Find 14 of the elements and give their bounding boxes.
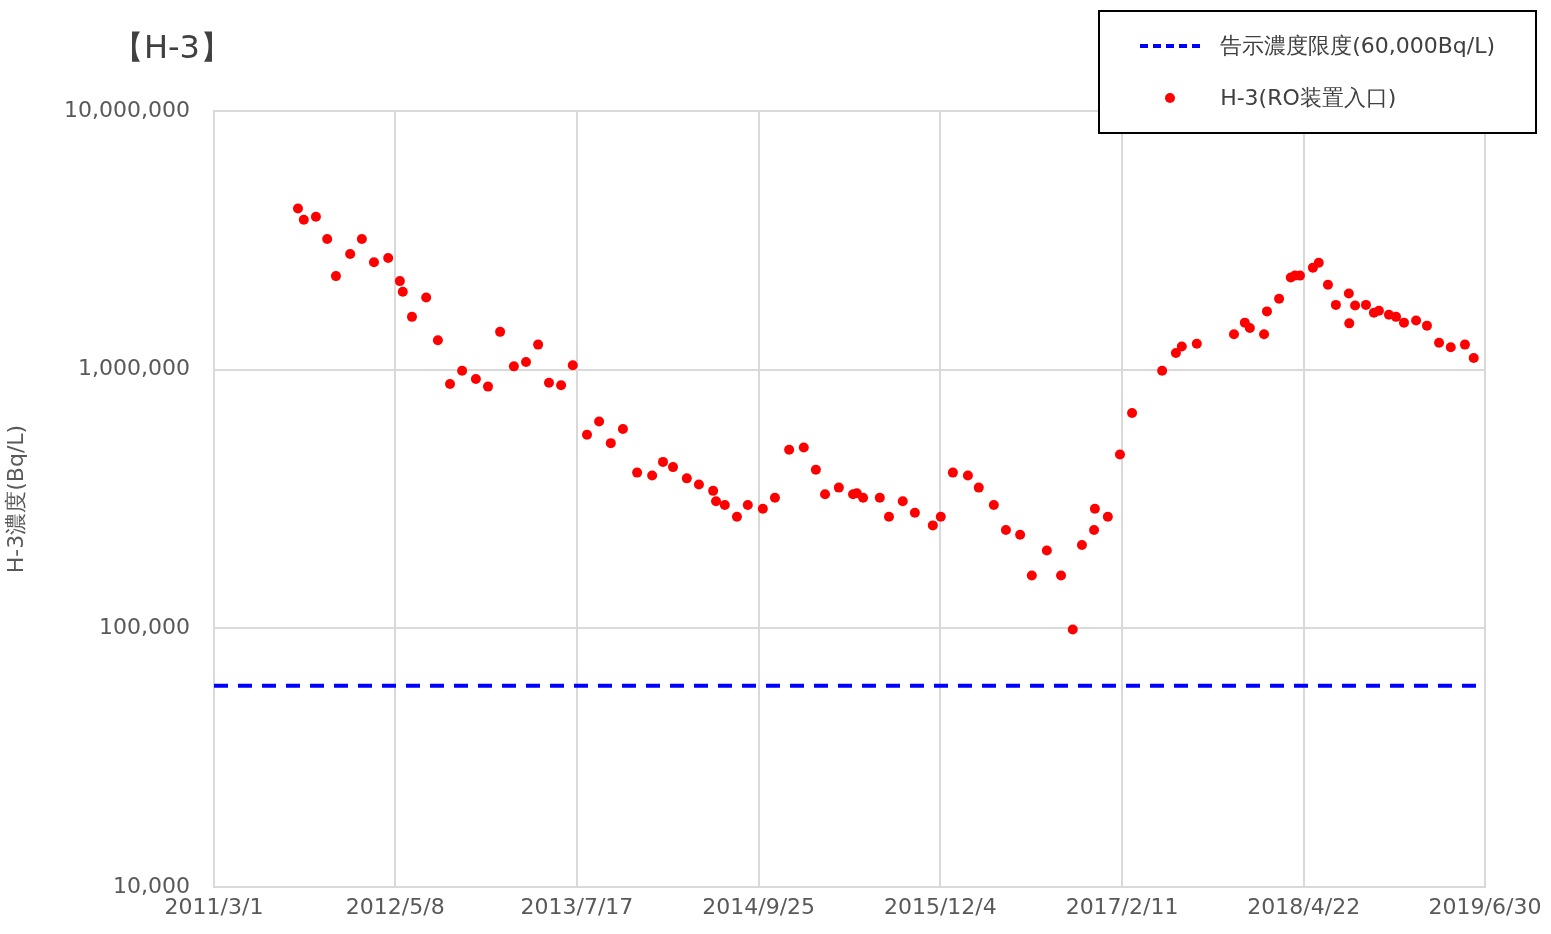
x-tick-label: 2019/6/30 — [1428, 893, 1542, 919]
legend-label: 告示濃度限度(60,000Bq/L) — [1220, 32, 1495, 60]
x-tick-label: 2012/5/8 — [345, 893, 445, 919]
x-tick-label: 2017/2/11 — [1065, 893, 1179, 919]
y-tick-label: 1,000,000 — [78, 355, 190, 381]
legend-label: H-3(RO装置入口) — [1220, 84, 1397, 112]
x-tick-label: 2014/9/25 — [702, 893, 816, 919]
x-tick-label: 2015/12/4 — [883, 893, 997, 919]
chart-title: 【H-3】 — [112, 27, 232, 68]
x-tick-label: 2018/4/22 — [1247, 893, 1361, 919]
y-tick-label: 10,000,000 — [64, 96, 190, 122]
y-axis-title: H-3濃度(Bq/L) — [2, 424, 28, 574]
x-tick-label: 2013/7/17 — [520, 893, 634, 919]
y-tick-label: 100,000 — [99, 614, 190, 640]
